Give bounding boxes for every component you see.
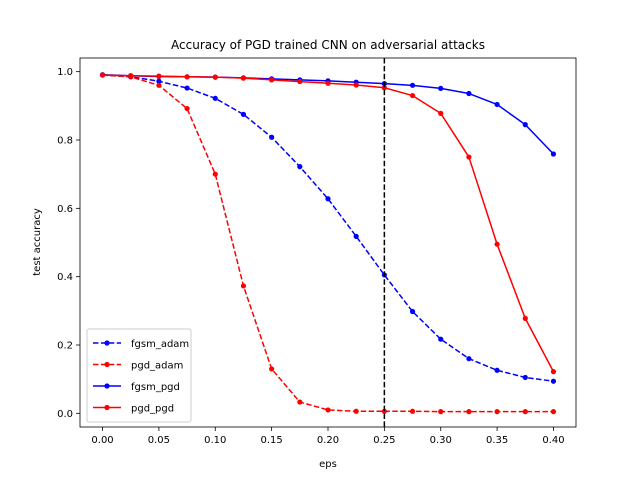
data-point-fgsm_adam-4 bbox=[212, 95, 218, 101]
data-point-pgd_pgd-1 bbox=[128, 73, 134, 79]
x-tick-label-8: 0.40 bbox=[542, 435, 564, 446]
data-point-pgd_pgd-16 bbox=[550, 369, 557, 375]
data-point-pgd_pgd-7 bbox=[297, 78, 303, 85]
x-tick-label-3: 0.15 bbox=[261, 435, 283, 446]
data-point-fgsm_pgd-14 bbox=[494, 101, 500, 108]
data-point-pgd_adam-9 bbox=[353, 408, 359, 414]
legend-marker-fgsm_pgd bbox=[104, 383, 110, 389]
data-point-fgsm_adam-16 bbox=[550, 378, 557, 384]
data-point-fgsm_pgd-15 bbox=[522, 122, 528, 128]
data-point-pgd_adam-13 bbox=[466, 409, 472, 415]
data-point-pgd_adam-11 bbox=[409, 408, 416, 414]
data-point-fgsm_adam-8 bbox=[325, 196, 331, 202]
data-point-pgd_adam-4 bbox=[212, 171, 218, 177]
legend-box bbox=[86, 328, 192, 423]
data-point-pgd_pgd-4 bbox=[212, 74, 218, 80]
legend-label-fgsm_adam: fgsm_adam bbox=[131, 339, 189, 350]
y-tick-label-4: 0.8 bbox=[57, 136, 73, 147]
data-point-fgsm_adam-7 bbox=[297, 164, 303, 170]
data-point-fgsm_pgd-13 bbox=[466, 90, 472, 97]
y-axis-label: test accuracy bbox=[32, 208, 43, 276]
x-tick-label-6: 0.30 bbox=[430, 435, 452, 446]
data-point-pgd_adam-3 bbox=[184, 105, 190, 112]
data-point-pgd_adam-7 bbox=[297, 399, 303, 405]
data-point-fgsm_adam-12 bbox=[438, 336, 444, 342]
data-point-pgd_pgd-12 bbox=[438, 110, 444, 116]
data-point-fgsm_adam-15 bbox=[522, 374, 528, 381]
data-point-pgd_pgd-14 bbox=[494, 241, 500, 247]
data-point-fgsm_adam-13 bbox=[466, 356, 472, 362]
series-line-fgsm_adam bbox=[102, 74, 554, 382]
data-point-pgd_pgd-2 bbox=[156, 73, 162, 79]
data-point-pgd_pgd-3 bbox=[184, 74, 190, 80]
legend-marker-pgd_adam bbox=[104, 361, 110, 368]
data-point-fgsm_pgd-12 bbox=[438, 85, 444, 92]
x-tick-label-5: 0.25 bbox=[373, 435, 395, 446]
y-tick-label-5: 1.0 bbox=[57, 67, 73, 78]
data-point-fgsm_adam-9 bbox=[353, 233, 359, 239]
data-point-pgd_pgd-13 bbox=[466, 154, 472, 160]
legend-marker-fgsm_adam bbox=[104, 340, 110, 346]
data-point-pgd_pgd-11 bbox=[409, 92, 416, 99]
data-point-pgd_pgd-9 bbox=[353, 82, 359, 88]
data-point-pgd_pgd-6 bbox=[269, 77, 275, 83]
x-tick-label-2: 0.10 bbox=[204, 435, 226, 446]
x-tick-label-0: 0.00 bbox=[91, 435, 113, 446]
legend-marker-pgd_pgd bbox=[104, 404, 110, 411]
data-point-pgd_adam-14 bbox=[494, 409, 500, 415]
x-axis-label: eps bbox=[319, 459, 337, 470]
y-tick-label-1: 0.2 bbox=[57, 341, 73, 352]
data-point-pgd_pgd-0 bbox=[99, 72, 106, 78]
chart-title: Accuracy of PGD trained CNN on adversari… bbox=[171, 38, 485, 52]
data-point-pgd_pgd-5 bbox=[240, 75, 247, 81]
data-point-pgd_adam-8 bbox=[325, 407, 331, 413]
plot-area: 0.00 0.05 0.10 0.15 0.20 0.25 0.30 0.35 0.40 0.0 0… bbox=[57, 57, 577, 446]
legend-label-pgd_adam: pgd_adam bbox=[131, 361, 183, 372]
y-tick-label-3: 0.6 bbox=[57, 204, 73, 215]
x-tick-label-1: 0.05 bbox=[148, 435, 170, 446]
data-point-fgsm_adam-11 bbox=[409, 308, 416, 315]
data-point-pgd_adam-15 bbox=[522, 409, 528, 415]
data-point-pgd_pgd-15 bbox=[522, 315, 528, 321]
data-point-pgd_adam-12 bbox=[438, 409, 444, 415]
series-line-pgd_pgd bbox=[102, 74, 555, 373]
y-tick-label-0: 0.0 bbox=[57, 409, 73, 420]
data-point-pgd_adam-5 bbox=[240, 283, 247, 289]
x-tick-label-7: 0.35 bbox=[486, 435, 508, 446]
data-point-pgd_adam-6 bbox=[269, 366, 275, 372]
data-point-pgd_adam-16 bbox=[550, 409, 557, 415]
legend: fgsm_adam pgd_adam fgsm_pgd pgd_pgd bbox=[86, 328, 192, 423]
data-point-fgsm_pgd-16 bbox=[550, 151, 557, 157]
legend-label-pgd_pgd: pgd_pgd bbox=[131, 404, 174, 415]
data-point-pgd_adam-2 bbox=[156, 82, 162, 88]
data-point-pgd_adam-10 bbox=[381, 408, 387, 414]
series-line-fgsm_pgd bbox=[102, 73, 554, 155]
data-point-fgsm_pgd-11 bbox=[409, 82, 416, 88]
data-point-fgsm_adam-5 bbox=[240, 111, 247, 117]
series-line-pgd_adam bbox=[102, 74, 554, 413]
y-tick-label-2: 0.4 bbox=[57, 272, 73, 283]
data-point-fgsm_adam-14 bbox=[494, 367, 500, 373]
data-point-fgsm_adam-2 bbox=[156, 78, 162, 84]
data-point-fgsm_adam-3 bbox=[184, 85, 190, 91]
data-point-fgsm_adam-6 bbox=[269, 134, 275, 140]
data-point-pgd_pgd-10 bbox=[381, 85, 387, 91]
legend-label-fgsm_pgd: fgsm_pgd bbox=[131, 382, 180, 393]
data-point-pgd_pgd-8 bbox=[325, 80, 331, 86]
x-tick-label-4: 0.20 bbox=[317, 435, 339, 446]
